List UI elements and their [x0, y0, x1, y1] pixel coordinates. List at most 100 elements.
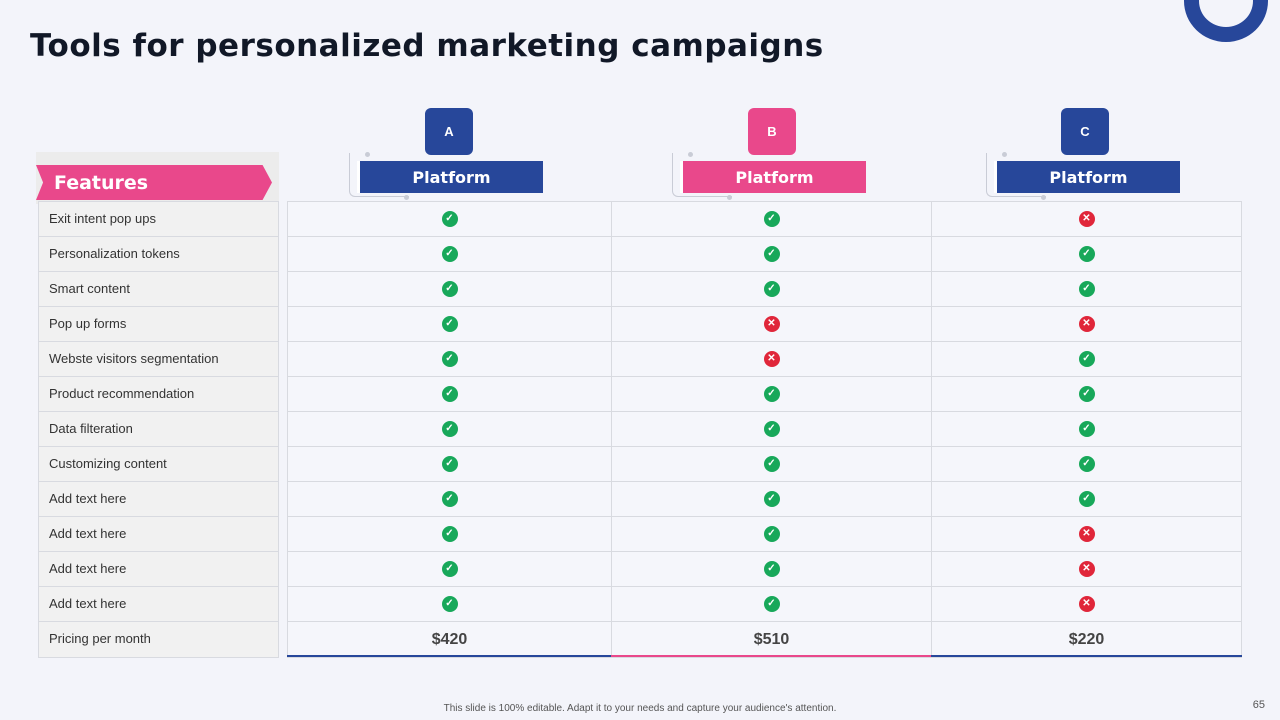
- platform-label: Platform: [994, 161, 1180, 193]
- table-cell: ✓: [932, 237, 1241, 271]
- table-row: ✓ ✓ ✓: [288, 447, 1241, 482]
- table-cell: ✓: [932, 342, 1241, 376]
- check-icon: ✓: [441, 386, 458, 402]
- check-icon: ✓: [441, 421, 458, 437]
- features-header: Features: [36, 165, 272, 200]
- check-icon: ✓: [1078, 246, 1095, 262]
- table-cell: ✓: [288, 517, 612, 551]
- table-cell: ✓: [288, 447, 612, 481]
- table-cell: ✓: [932, 272, 1241, 306]
- feature-label: Exit intent pop ups: [39, 202, 278, 237]
- table-row: ✓ ✓ ✓: [288, 237, 1241, 272]
- feature-label: Product recommendation: [39, 377, 278, 412]
- check-icon: ✓: [441, 351, 458, 367]
- table-row: ✓ ✓ ✓: [288, 482, 1241, 517]
- page-title: Tools for personalized marketing campaig…: [30, 28, 824, 64]
- table-cell: ✓: [288, 237, 612, 271]
- table-cell: ✓: [612, 517, 932, 551]
- feature-label: Add text here: [39, 587, 278, 622]
- feature-label: Add text here: [39, 552, 278, 587]
- check-icon: ✓: [441, 211, 458, 227]
- feature-label: Customizing content: [39, 447, 278, 482]
- table-row: ✓ ✓ ✕: [288, 587, 1241, 622]
- decorative-ring: [1184, 0, 1268, 42]
- check-icon: ✓: [763, 491, 780, 507]
- table-row: ✓ ✓ ✕: [288, 552, 1241, 587]
- table-cell: ✓: [932, 412, 1241, 446]
- platform-b-header: B Platform: [672, 108, 870, 200]
- check-icon: ✓: [763, 421, 780, 437]
- decorative-connector: [986, 153, 1046, 197]
- table-cell: ✕: [932, 552, 1241, 586]
- feature-label: Webste visitors segmentation: [39, 342, 278, 377]
- table-cell: ✓: [612, 202, 932, 236]
- check-icon: ✓: [441, 561, 458, 577]
- feature-label: Smart content: [39, 272, 278, 307]
- platform-label: Platform: [680, 161, 866, 193]
- table-cell: ✓: [288, 307, 612, 341]
- check-icon: ✓: [763, 456, 780, 472]
- cross-icon: ✕: [1078, 316, 1095, 332]
- feature-label-pricing: Pricing per month: [39, 622, 278, 657]
- column-underline-c: [931, 655, 1242, 657]
- features-column: Exit intent pop ups Personalization token…: [38, 201, 279, 658]
- feature-label: Personalization tokens: [39, 237, 278, 272]
- table-cell: ✓: [288, 202, 612, 236]
- check-icon: ✓: [1078, 491, 1095, 507]
- feature-label: Pop up forms: [39, 307, 278, 342]
- column-underline-a: [287, 655, 611, 657]
- table-cell: ✓: [612, 587, 932, 621]
- platform-letter: A: [425, 108, 473, 155]
- check-icon: ✓: [1078, 351, 1095, 367]
- feature-label: Add text here: [39, 482, 278, 517]
- table-cell: ✓: [612, 237, 932, 271]
- table-cell: ✓: [288, 587, 612, 621]
- table-cell: ✓: [288, 482, 612, 516]
- table-row: ✓ ✓ ✕: [288, 517, 1241, 552]
- check-icon: ✓: [1078, 281, 1095, 297]
- table-cell: ✕: [932, 307, 1241, 341]
- check-icon: ✓: [1078, 386, 1095, 402]
- pricing-row: $420 $510 $220: [288, 622, 1241, 657]
- feature-label: Data filteration: [39, 412, 278, 447]
- platform-c-header: C Platform: [986, 108, 1184, 200]
- table-cell: ✓: [612, 412, 932, 446]
- table-cell: ✓: [288, 552, 612, 586]
- table-cell: ✕: [612, 342, 932, 376]
- table-cell: ✓: [612, 272, 932, 306]
- cross-icon: ✕: [1078, 211, 1095, 227]
- table-cell: ✓: [288, 377, 612, 411]
- table-cell: ✓: [932, 447, 1241, 481]
- table-cell: ✓: [612, 552, 932, 586]
- table-row: ✓ ✕ ✕: [288, 307, 1241, 342]
- decorative-connector: [349, 153, 409, 197]
- decorative-connector: [672, 153, 732, 197]
- price-value: $220: [1068, 630, 1105, 648]
- check-icon: ✓: [763, 386, 780, 402]
- feature-label: Add text here: [39, 517, 278, 552]
- cross-icon: ✕: [763, 351, 780, 367]
- check-icon: ✓: [441, 526, 458, 542]
- check-icon: ✓: [1078, 456, 1095, 472]
- column-underline-b: [611, 655, 931, 657]
- platform-a-header: A Platform: [349, 108, 547, 200]
- check-icon: ✓: [1078, 421, 1095, 437]
- check-icon: ✓: [763, 561, 780, 577]
- cross-icon: ✕: [1078, 526, 1095, 542]
- table-row: ✓ ✓ ✓: [288, 377, 1241, 412]
- table-cell: ✓: [932, 377, 1241, 411]
- check-icon: ✓: [763, 281, 780, 297]
- check-icon: ✓: [441, 596, 458, 612]
- check-icon: ✓: [441, 281, 458, 297]
- table-cell: ✕: [932, 517, 1241, 551]
- table-cell: ✓: [288, 272, 612, 306]
- check-icon: ✓: [441, 491, 458, 507]
- check-icon: ✓: [763, 526, 780, 542]
- cross-icon: ✕: [1078, 596, 1095, 612]
- table-cell: ✓: [288, 342, 612, 376]
- table-row: ✓ ✓ ✓: [288, 272, 1241, 307]
- table-cell: ✓: [612, 377, 932, 411]
- footer-note: This slide is 100% editable. Adapt it to…: [443, 703, 837, 714]
- table-row: ✓ ✓ ✕: [288, 202, 1241, 237]
- table-cell: ✓: [932, 482, 1241, 516]
